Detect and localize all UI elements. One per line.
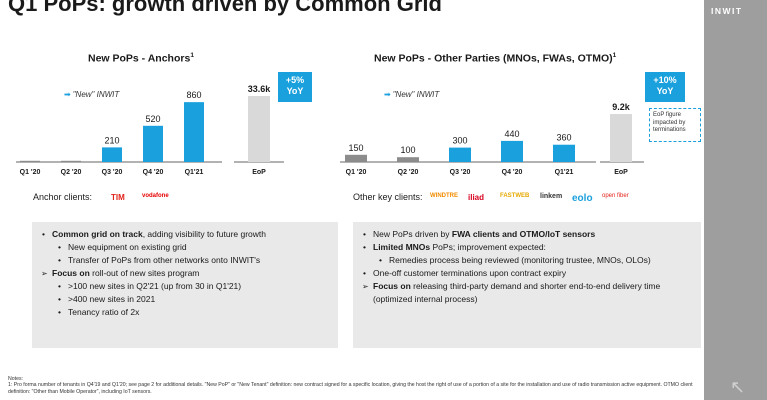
bar-1 [397,157,419,162]
bar-value-label: 520 [145,114,160,124]
eop-category-label: EoP [252,169,266,176]
bar-value-label: 150 [348,143,363,153]
anchors-chart-title: New PoPs - Anchors1 [88,52,194,65]
fastweb-logo: FASTWEB [500,193,530,199]
other-clients-label: Other key clients: [353,192,423,202]
bullet-line: Tenancy ratio of 2x [42,306,328,319]
others-yoy-badge: +10% YoY [645,72,685,102]
category-label: Q1 '20 [346,169,367,176]
footnotes: Notes: 1: Pro forma number of tenants in… [8,376,698,395]
bullet-line: >400 new sites in 2021 [42,293,328,306]
eop-bar [248,96,270,162]
bullet-line: Common grid on track, adding visibility … [42,228,328,241]
bar-3 [501,140,523,162]
bullet-line: >100 new sites in Q2'21 (up from 30 in Q… [42,280,328,293]
bullet-line: New equipment on existing grid [42,241,328,254]
others-chart: 150 Q1 '20 100 Q2 '20 300 Q3 '20 440 Q4 '20 360 Q… [340,102,644,176]
bar-value-label: 860 [186,90,201,100]
bullet-line: Transfer of PoPs from other networks ont… [42,254,328,267]
bar-0 [345,154,367,162]
bar-3 [143,125,163,162]
anchors-new-legend: ➡ "New" INWIT [64,90,120,99]
linkem-logo: linkem [540,193,563,200]
category-label: Q2 '20 [398,169,419,176]
bullet-line: Focus on releasing third-party demand an… [362,280,691,306]
bar-2 [102,147,122,162]
tim-logo: TIM [111,193,125,202]
anchor-clients-label: Anchor clients: [33,192,93,202]
category-label: Q3 '20 [102,169,123,176]
bar-4 [553,144,575,162]
category-label: Q1'21 [555,169,574,176]
arrow-right-icon: ➡ [64,90,71,99]
anchors-yoy-badge: +5% YoY [278,72,312,102]
windtre-logo: WINDTRE [430,193,458,199]
bar-4 [184,102,204,162]
side-band [704,0,767,400]
bar-value-label: 100 [400,145,415,155]
bullet-line: Focus on roll-out of new sites program [41,267,328,280]
category-label: Q3 '20 [450,169,471,176]
page-title: Q1 PoPs: growth driven by Common Grid [8,0,442,16]
eop-value-label: 33.6k [248,84,272,94]
bullet-line: Remedies process being reviewed (monitor… [363,254,691,267]
iliad-logo: iliad [468,193,485,202]
anchors-chart: Q1 '20 Q2 '20 210 Q3 '20 520 Q4 '20 860 Q1'21 33… [16,84,284,176]
arrow-right-icon: ➡ [384,90,391,99]
eolo-logo: eolo [572,193,593,204]
eop-bar [610,114,632,162]
bar-2 [449,147,471,162]
others-new-legend: ➡ "New" INWIT [384,90,440,99]
bar-value-label: 440 [504,129,519,139]
bullet-line: Limited MNOs PoPs; improvement expected: [363,241,691,254]
others-commentary-box: New PoPs driven by FWA clients and OTMO/… [353,222,701,348]
bullet-line: One-off customer terminations upon contr… [363,267,691,280]
vodafone-logo: vodafone [142,193,169,199]
category-label: Q1 '20 [20,169,41,176]
notes-heading: Notes: [8,376,23,382]
bar-value-label: 360 [556,133,571,143]
others-chart-title: New PoPs - Other Parties (MNOs, FWAs, OT… [374,52,617,65]
category-label: Q4 '20 [502,169,523,176]
bar-value-label: 300 [452,136,467,146]
category-label: Q2 '20 [61,169,82,176]
corner-arrow-icon: ↖ [730,377,746,397]
brand-logo: INWIT [711,6,743,16]
category-label: Q1'21 [185,169,204,176]
bar-1 [61,160,81,162]
anchors-commentary-box: Common grid on track, adding visibility … [32,222,338,348]
bullet-line: New PoPs driven by FWA clients and OTMO/… [363,228,691,241]
bar-0 [20,160,40,162]
eop-category-label: EoP [614,169,628,176]
openfiber-logo: open fiber [602,193,629,199]
terminations-callout: EoP figure impacted by terminations [649,108,701,142]
eop-value-label: 9.2k [612,102,631,112]
bar-value-label: 210 [104,135,119,145]
category-label: Q4 '20 [143,169,164,176]
notes-text: 1: Pro forma number of tenants in Q4'19 … [8,382,693,395]
